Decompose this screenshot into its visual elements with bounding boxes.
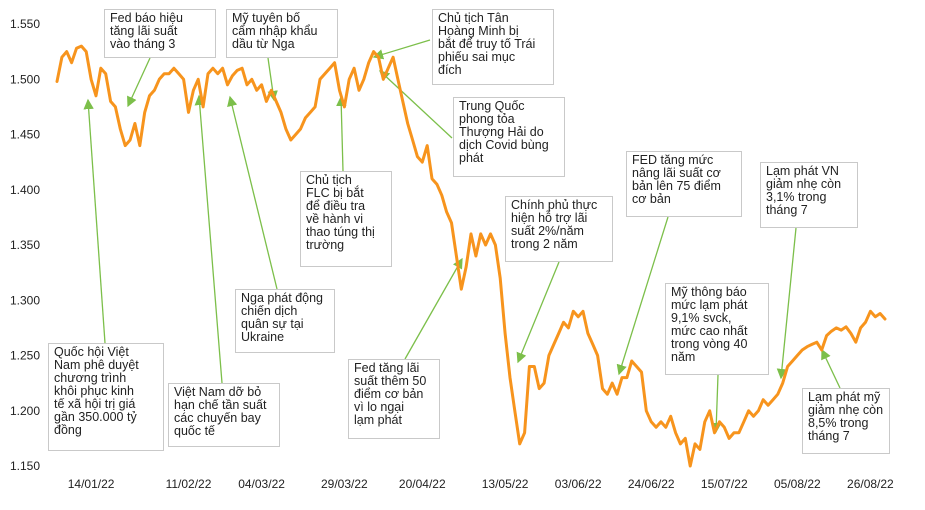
series-line bbox=[55, 44, 887, 468]
y-tick-label: 1.400 bbox=[10, 183, 40, 197]
x-tick-label: 03/06/22 bbox=[555, 477, 602, 491]
y-tick-label: 1.550 bbox=[10, 17, 40, 31]
x-tick-label: 14/01/22 bbox=[68, 477, 115, 491]
annotation-arrow bbox=[379, 70, 453, 139]
annotation-arrows bbox=[83, 39, 841, 434]
note-vn-inflation: Lạm phát VN giảm nhẹ còn 3,1% trong tháng 7 bbox=[760, 162, 858, 228]
y-tick-label: 1.150 bbox=[10, 459, 40, 473]
x-tick-label: 24/06/22 bbox=[628, 477, 675, 491]
annotation-arrow bbox=[821, 348, 841, 389]
y-tick-label: 1.200 bbox=[10, 404, 40, 418]
x-tick-label: 26/08/22 bbox=[847, 477, 894, 491]
y-axis-ticks: 1.150 1.200 1.250 1.300 1.350 1.400 1.450 1.500… bbox=[10, 17, 40, 473]
annotation-arrow bbox=[336, 95, 347, 172]
note-gov-support: Chính phủ thực hiện hỗ trợ lãi suất 2%/năm… bbox=[505, 196, 613, 262]
x-tick-label: 13/05/22 bbox=[482, 477, 529, 491]
y-tick-label: 1.250 bbox=[10, 349, 40, 363]
x-tick-label: 29/03/22 bbox=[321, 477, 368, 491]
annotation-arrow bbox=[404, 257, 463, 360]
note-vn-stimulus: Quốc hội Việt Nam phê duyệt chương trình kh… bbox=[48, 343, 164, 451]
x-tick-label: 15/07/22 bbox=[701, 477, 748, 491]
note-russia-ukraine: Nga phát động chiến dịch quân sự tại Ukrain… bbox=[235, 289, 335, 353]
x-tick-label: 20/04/22 bbox=[399, 477, 446, 491]
y-tick-label: 1.350 bbox=[10, 238, 40, 252]
y-tick-label: 1.300 bbox=[10, 293, 40, 307]
annotation-arrow bbox=[516, 261, 560, 364]
x-tick-label: 05/08/22 bbox=[774, 477, 821, 491]
note-fed-50bp: Fed tăng lãi suất thêm 50 điểm cơ bản vì lo… bbox=[348, 359, 440, 439]
x-tick-label: 04/03/22 bbox=[238, 477, 285, 491]
note-fed-75bp: FED tăng mức nâng lãi suất cơ bản lên 75 đ… bbox=[626, 151, 742, 217]
annotation-arrow bbox=[194, 94, 223, 384]
note-us-inflation-low: Lạm phát mỹ giảm nhẹ còn 8,5% trong tháng 7 bbox=[802, 388, 890, 454]
annotation-arrow bbox=[83, 98, 106, 344]
annotation-arrow bbox=[227, 95, 278, 290]
note-flc-arrest: Chủ tịch FLC bị bắt để điều tra về hành vi t… bbox=[300, 171, 392, 267]
x-tick-label: 11/02/22 bbox=[166, 477, 212, 491]
note-us-inflation-high: Mỹ thông báo mức lạm phát 9,1% svck, mức ca… bbox=[665, 283, 769, 375]
note-vn-flights: Việt Nam dỡ bỏ hạn chế tần suất các chuyến… bbox=[168, 383, 280, 447]
note-fed-signal: Fed báo hiệu tăng lãi suất vào tháng 3 bbox=[104, 9, 216, 58]
note-us-ban-oil: Mỹ tuyên bố cấm nhập khẩu dầu từ Nga bbox=[226, 9, 338, 58]
x-axis-ticks: 14/01/22 11/02/22 04/03/22 29/03/22 20/04/22… bbox=[68, 477, 894, 491]
annotation-arrow bbox=[711, 374, 722, 434]
note-shanghai-lockdown: Trung Quốc phong tỏa Thượng Hải do dịch Cov… bbox=[453, 97, 565, 177]
note-tan-hoang-minh: Chủ tịch Tân Hoàng Minh bị bắt để truy tố … bbox=[432, 9, 554, 85]
annotation-arrow bbox=[127, 57, 151, 108]
annotation-arrow bbox=[372, 39, 431, 60]
annotation-arrow bbox=[776, 227, 797, 380]
y-tick-label: 1.450 bbox=[10, 128, 40, 142]
y-tick-label: 1.500 bbox=[10, 72, 40, 86]
annotation-arrow bbox=[616, 216, 669, 376]
